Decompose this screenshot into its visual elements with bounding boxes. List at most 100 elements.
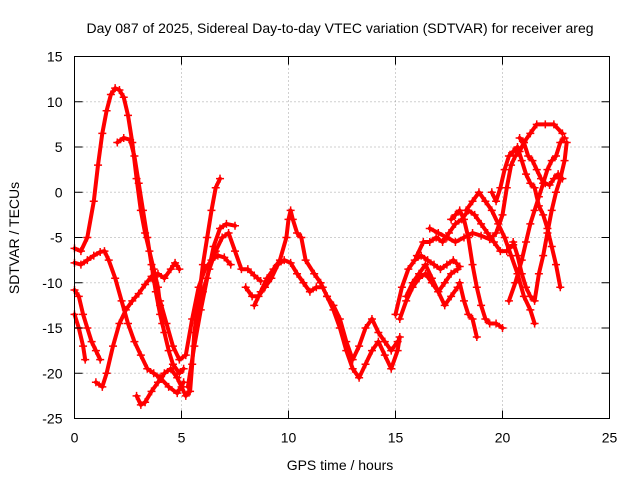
data-point-marker: [220, 253, 229, 262]
data-point-marker: [335, 314, 344, 323]
data-point-marker: [558, 129, 567, 138]
x-tick-label: 20: [495, 430, 511, 446]
data-point-marker: [367, 314, 376, 323]
data-point-marker: [560, 133, 569, 142]
data-point-marker: [504, 296, 513, 305]
data-point-marker: [130, 337, 139, 346]
data-point-marker: [526, 179, 535, 188]
series-line: [115, 135, 186, 376]
data-point-marker: [203, 233, 212, 242]
data-point-marker: [513, 251, 522, 260]
data-point-marker: [160, 369, 169, 378]
data-point-marker: [76, 260, 85, 269]
data-point-marker: [79, 342, 88, 351]
data-point-marker: [526, 305, 535, 314]
data-point-marker: [464, 310, 473, 319]
data-point-marker: [552, 188, 560, 197]
data-point-marker: [96, 355, 105, 364]
data-point-marker: [192, 305, 201, 314]
data-point-marker: [526, 129, 535, 138]
data-point-marker: [552, 260, 560, 269]
data-point-marker: [134, 289, 143, 298]
data-point-marker: [451, 238, 460, 247]
data-point-marker: [489, 238, 498, 247]
data-point-marker: [532, 120, 541, 129]
data-point-marker: [509, 147, 518, 156]
data-point-marker: [509, 238, 518, 247]
data-point-marker: [83, 256, 92, 265]
data-point-marker: [89, 251, 98, 260]
data-point-marker: [537, 174, 546, 183]
data-point-marker: [147, 260, 156, 269]
data-point-marker: [179, 364, 188, 373]
series-line: [325, 294, 400, 362]
data-point-marker: [552, 152, 560, 161]
series-line: [457, 280, 479, 340]
y-tick-label: 0: [55, 184, 63, 200]
data-point-marker: [348, 364, 357, 373]
data-point-marker: [91, 346, 100, 355]
data-point-marker: [109, 342, 118, 351]
data-point-marker: [329, 301, 338, 310]
data-point-marker: [380, 351, 389, 360]
data-point-marker: [136, 400, 145, 409]
data-point-marker: [138, 206, 147, 215]
data-arc-arc13: [323, 292, 402, 364]
data-point-marker: [395, 333, 404, 342]
data-point-marker: [541, 179, 550, 188]
data-point-marker: [522, 238, 531, 247]
y-axis-label: SDTVAR / TECUs: [6, 182, 22, 294]
data-point-marker: [115, 85, 124, 94]
axis-ticks: 0 5 10 15 20 25 -25 -20 -15 -10 -5 0 5 10 15: [42, 49, 617, 446]
data-point-marker: [168, 360, 177, 369]
data-point-marker: [483, 228, 492, 237]
data-point-marker: [440, 278, 449, 287]
x-tick-label: 25: [602, 430, 618, 446]
data-point-marker: [164, 346, 173, 355]
data-point-marker: [404, 265, 413, 274]
data-point-marker: [288, 215, 297, 224]
data-point-marker: [141, 398, 150, 407]
data-point-marker: [286, 206, 295, 215]
data-point-marker: [211, 183, 220, 192]
x-tick-label: 0: [71, 430, 79, 446]
data-point-marker: [481, 314, 490, 323]
data-point-marker: [451, 219, 460, 228]
data-point-marker: [547, 242, 556, 251]
data-point-marker: [149, 369, 158, 378]
data-point-marker: [113, 138, 122, 147]
data-point-marker: [250, 271, 259, 280]
data-point-marker: [547, 206, 556, 215]
data-arc-arc19: [447, 206, 507, 332]
data-point-marker: [541, 120, 550, 129]
data-arc-arc14: [391, 251, 464, 319]
data-point-marker: [175, 369, 184, 378]
data-point-marker: [275, 256, 284, 265]
data-point-marker: [166, 364, 175, 373]
data-point-marker: [481, 197, 490, 206]
y-tick-label: 5: [55, 139, 63, 155]
data-point-marker: [297, 233, 306, 242]
data-point-marker: [496, 183, 505, 192]
data-point-marker: [136, 351, 145, 360]
data-point-marker: [522, 283, 531, 292]
data-series: [70, 84, 571, 409]
data-point-marker: [498, 210, 507, 219]
data-point-marker: [451, 210, 460, 219]
data-point-marker: [226, 260, 235, 269]
data-point-marker: [393, 337, 402, 346]
data-point-marker: [425, 238, 434, 247]
series-line: [427, 122, 565, 244]
data-point-marker: [534, 269, 543, 278]
data-point-marker: [98, 382, 107, 391]
data-point-marker: [211, 247, 220, 256]
data-arc-arc20: [455, 278, 481, 342]
data-point-marker: [380, 337, 389, 346]
data-point-marker: [168, 342, 177, 351]
data-point-marker: [498, 324, 507, 332]
data-point-marker: [173, 389, 182, 398]
data-point-marker: [532, 165, 541, 174]
data-point-marker: [445, 228, 453, 237]
data-point-marker: [130, 152, 139, 161]
